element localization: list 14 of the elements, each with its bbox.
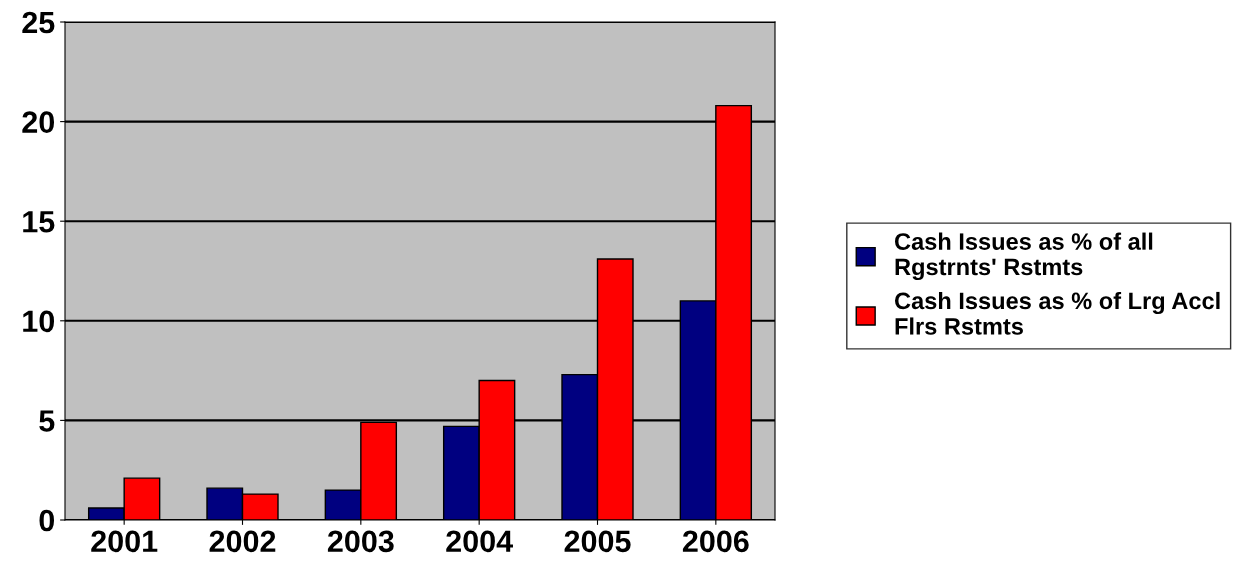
x-tick-label: 2002 <box>209 530 276 553</box>
y-tick-label: 10 <box>23 310 55 333</box>
y-tick-label: 15 <box>23 211 55 233</box>
y-tick-label: 5 <box>39 410 55 432</box>
x-tick-label: 2006 <box>682 530 749 553</box>
y-tick-label: 25 <box>22 11 55 34</box>
x-tick-label: 2004 <box>446 530 513 553</box>
legend-label: Cash Issues as % of all Rgstrnts' Rstmts <box>895 232 1153 281</box>
legend-label: Cash Issues as % of Lrg Accl Flrs Rstmts <box>895 291 1220 335</box>
x-tick-label: 2001 <box>91 530 158 553</box>
x-tick-label: 2005 <box>564 530 631 553</box>
y-tick-label: 0 <box>39 509 55 532</box>
y-tick-label: 20 <box>22 111 55 133</box>
x-tick-label: 2003 <box>327 530 394 553</box>
